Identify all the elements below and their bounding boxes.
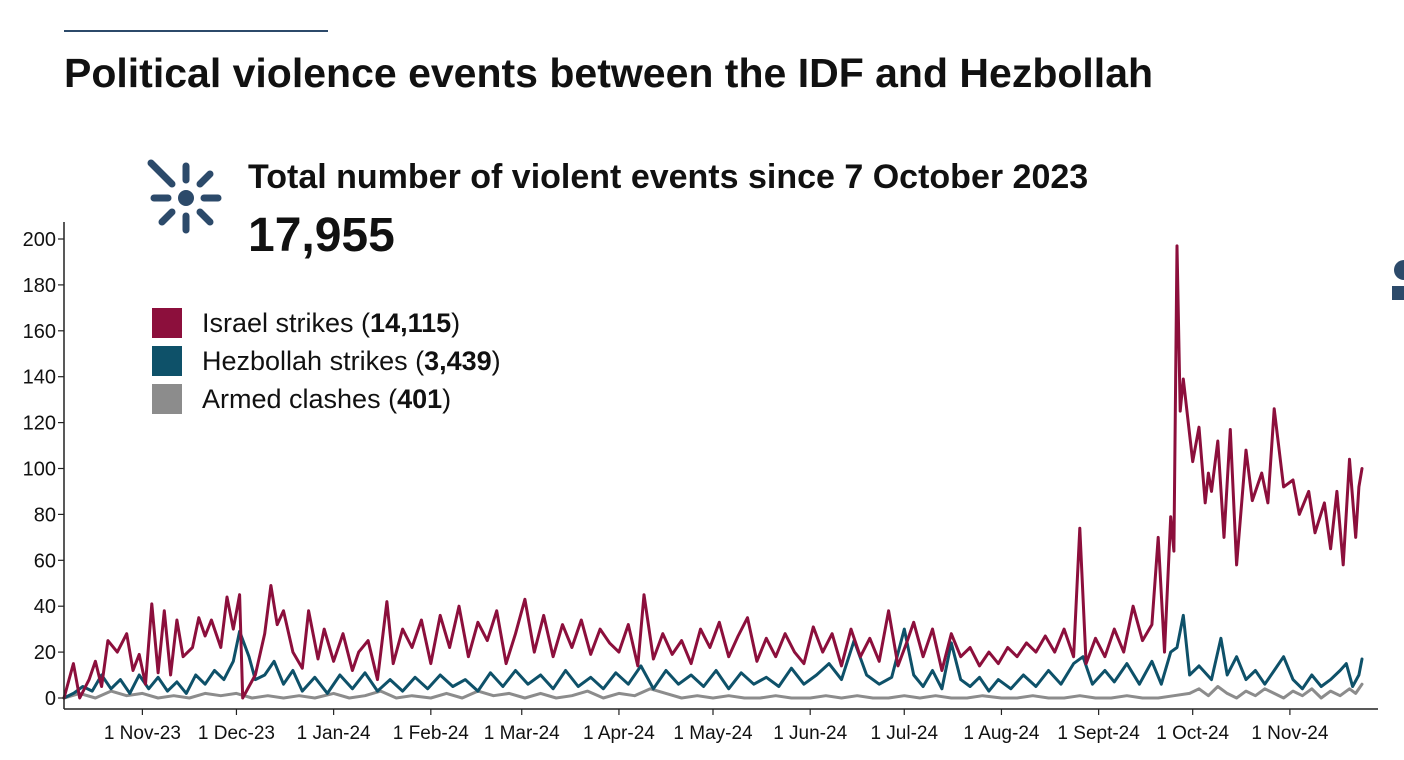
y-tick-label: 60 [34,550,56,572]
x-tick-label: 1 Nov-23 [104,723,181,744]
top-rule [64,30,328,32]
legend-label-hezbollah-strikes: Hezbollah strikes (3,439) [202,345,501,376]
legend-name-hezbollah-strikes: Hezbollah strikes [202,345,408,376]
y-tick-label: 160 [23,321,56,343]
legend-item-armed-clashes: Armed clashes (401) [152,380,501,418]
y-tick-label: 200 [23,229,56,251]
x-tick-label: 1 Jun-24 [773,723,847,744]
stat-value: 17,955 [248,209,395,262]
legend-swatch-israel-strikes [152,308,182,338]
x-tick-label: 1 Jul-24 [870,723,938,744]
partial-user-icon [1392,260,1404,300]
burst-icon [147,159,222,234]
legend-count-israel-strikes: 14,115 [370,307,452,338]
y-tick-label: 40 [34,596,56,618]
legend-swatch-hezbollah-strikes [152,346,182,376]
legend-name-israel-strikes: Israel strikes [202,307,354,338]
y-tick-label: 120 [23,413,56,435]
x-tick-label: 1 Mar-24 [484,723,560,744]
legend-count-armed-clashes: 401 [397,383,443,414]
legend-name-armed-clashes: Armed clashes [202,383,381,414]
legend: Israel strikes (14,115) Hezbollah strike… [152,304,501,418]
y-tick-label: 0 [45,688,56,710]
x-tick-label: 1 Dec-23 [198,723,275,744]
series-line-armed-clashes [62,682,1364,700]
x-tick-label: 1 Nov-24 [1251,723,1329,744]
legend-count-hezbollah-strikes: 3,439 [424,345,492,376]
x-tick-label: 1 Feb-24 [393,723,469,744]
legend-label-armed-clashes: Armed clashes (401) [202,383,452,414]
x-tick-label: 1 Sept-24 [1057,723,1140,744]
legend-item-hezbollah-strikes: Hezbollah strikes (3,439) [152,342,501,380]
y-tick-label: 20 [34,642,56,664]
y-tick-label: 140 [23,367,56,389]
chart-title: Political violence events between the ID… [64,50,1154,96]
legend-swatch-armed-clashes [152,384,182,414]
axis-layer: 0 20 40 60 80 100 120 140 160 180 200 1 Nov-23 1 Dec… [23,222,1378,744]
y-tick-label: 80 [34,504,56,526]
series-line-hezbollah-strikes [62,613,1364,700]
y-tick-label: 180 [23,275,56,297]
x-tick-label: 1 Apr-24 [583,723,655,744]
legend-label-israel-strikes: Israel strikes (14,115) [202,307,461,338]
y-tick-label: 100 [23,459,56,481]
stat-label: Total number of violent events since 7 O… [248,158,1089,196]
series-line-israel-strikes [62,244,1364,700]
legend-item-israel-strikes: Israel strikes (14,115) [152,304,501,342]
x-tick-label: 1 May-24 [673,723,753,744]
x-tick-label: 1 Aug-24 [963,723,1039,744]
x-tick-label: 1 Oct-24 [1156,723,1229,744]
x-tick-label: 1 Jan-24 [297,723,371,744]
series-layer [62,244,1364,700]
